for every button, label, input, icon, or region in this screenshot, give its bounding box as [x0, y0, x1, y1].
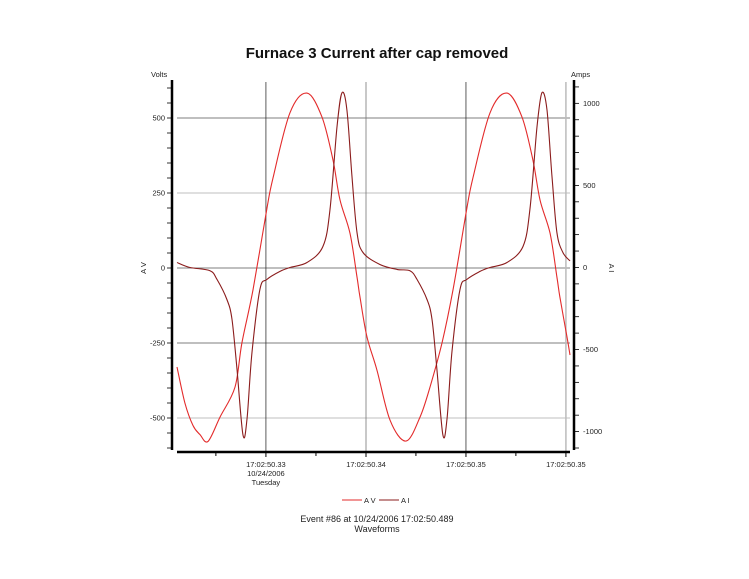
right-tick-label: 500: [583, 181, 596, 190]
x-tick-label: 17:02:50.35: [546, 460, 586, 469]
x-tick-label: 10/24/2006: [247, 469, 285, 478]
left-tick-label: 0: [161, 264, 165, 273]
series-line-a-i: [176, 91, 571, 439]
left-axis-label: A V: [139, 262, 148, 274]
x-tick-label: 17:02:50.33: [246, 460, 286, 469]
legend-label: A V: [364, 496, 376, 505]
x-tick-label: 17:02:50.35: [446, 460, 486, 469]
chart-title: Furnace 3 Current after cap removed: [246, 45, 509, 62]
left-tick-label: -500: [150, 414, 165, 423]
left-tick-label: 250: [152, 189, 165, 198]
grid: [177, 82, 570, 452]
right-tick-label: -500: [583, 345, 598, 354]
right-tick-label: -1000: [583, 427, 602, 436]
left-axis-unit: Volts: [151, 70, 168, 79]
left-tick-label: -250: [150, 339, 165, 348]
series-line-a-v: [176, 92, 571, 443]
right-axis-unit: Amps: [571, 70, 590, 79]
axes: 500 250 0 -250 -500 1000 500 0 -500 -1000 17:02:50…: [150, 80, 602, 487]
x-tick-label: Tuesday: [252, 478, 281, 487]
footer-subtitle: Waveforms: [354, 524, 400, 534]
legend-label: A I: [401, 496, 410, 505]
footer-event: Event #86 at 10/24/2006 17:02:50.489: [300, 514, 453, 524]
right-tick-label: 0: [583, 263, 587, 272]
right-tick-label: 1000: [583, 99, 600, 108]
left-tick-label: 500: [152, 114, 165, 123]
right-axis-label: A I: [607, 264, 616, 273]
series-layer: [176, 91, 571, 443]
x-tick-label: 17:02:50.34: [346, 460, 386, 469]
